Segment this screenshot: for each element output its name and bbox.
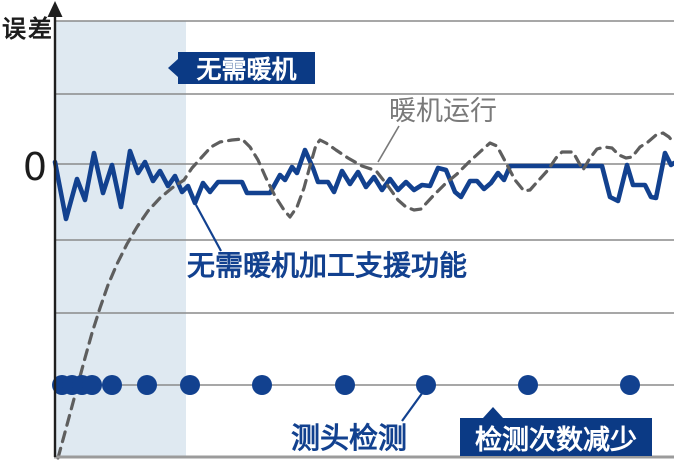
probe-detection-leader — [401, 391, 424, 422]
fewer-detections-badge-label: 检测次数减少 — [475, 424, 637, 456]
zero-tick-label: 0 — [22, 145, 48, 189]
probe-detection-dot — [252, 375, 272, 395]
badge-up-arrow-icon — [483, 407, 503, 418]
warmup-run-leader — [377, 125, 400, 163]
probe-detection-dot — [335, 375, 355, 395]
no-warmup-function-line — [52, 147, 674, 222]
probe-detection-dot — [518, 375, 538, 395]
probe-detection-dot — [137, 375, 157, 395]
no-warmup-function-leader — [195, 204, 222, 252]
probe-detection-dot — [102, 375, 122, 395]
no-warmup-function-label: 无需暖机加工支援功能 — [187, 249, 468, 282]
probe-detection-dot — [416, 375, 436, 395]
y-axis-label: 误差 — [2, 15, 54, 43]
no-warmup-badge-label: 无需暖机 — [196, 55, 297, 84]
warmup-run-line — [56, 131, 674, 460]
probe-detection-label: 测头检测 — [291, 421, 408, 455]
probe-detection-dot — [180, 375, 200, 395]
badge-left-arrow-icon — [168, 59, 178, 77]
no-warmup-badge: 无需暖机 — [168, 52, 315, 84]
warmup-run-label: 暖机运行 — [389, 96, 497, 127]
probe-detection-dot — [82, 375, 102, 395]
fewer-detections-badge: 检测次数减少 — [460, 407, 652, 456]
probe-detection-dot — [620, 375, 640, 395]
y-axis-arrow-icon — [47, 1, 63, 17]
